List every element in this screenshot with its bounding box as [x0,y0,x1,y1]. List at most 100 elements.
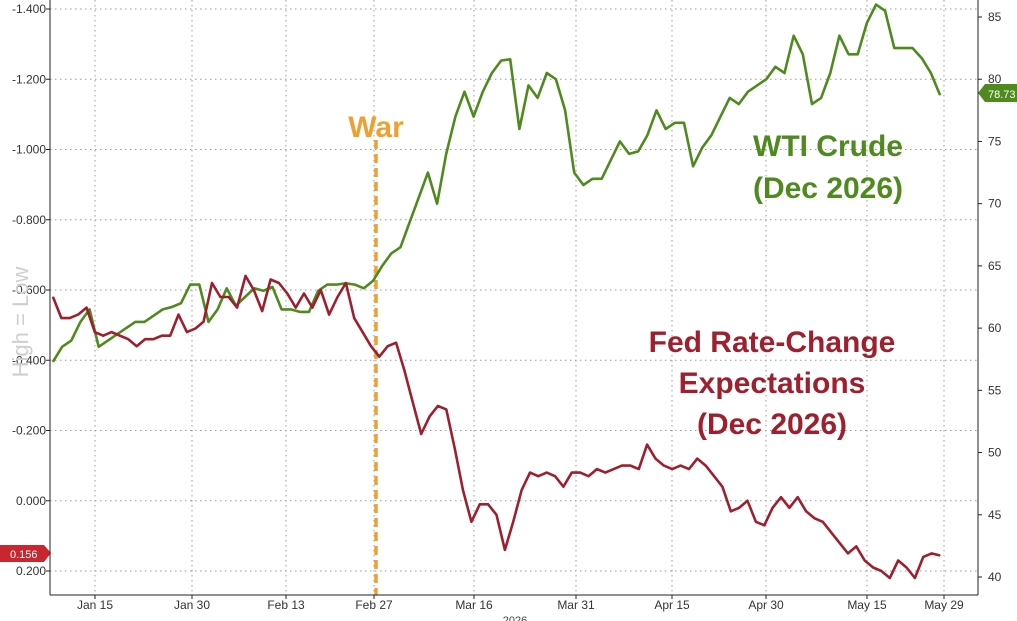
x-tick-label: Jan 30 [174,598,210,612]
fed-point [144,338,146,340]
wti-point [335,284,338,286]
wti-point [893,47,895,49]
fed-point [855,545,857,548]
wti-point [482,91,484,93]
war-event-marker: War [348,111,404,595]
fed-point [797,496,799,498]
fed-point [546,472,548,474]
fed-point [780,496,782,498]
wti-point [802,53,804,55]
wti-point [244,296,246,298]
fed-point [244,275,247,277]
wti-point [939,94,941,96]
wti-point [491,72,493,74]
fed-point [654,458,657,460]
fed-point [420,433,422,435]
wti-point [399,246,402,248]
fed-point [763,524,765,526]
fed-point [562,486,565,488]
fed-point [412,401,414,403]
fed-point [939,554,941,557]
fed-point [696,458,698,460]
wti-point [619,140,621,142]
x-tick-label: Mar 31 [557,598,595,612]
fed-point [880,570,883,572]
fed-point [395,342,397,344]
fed-point [571,472,573,474]
wti-point [308,311,310,313]
wti-point [463,91,466,93]
fed-point [872,566,874,569]
left-tick-label: 0.000 [16,494,46,508]
fed-point [788,507,791,509]
left-tick-label: -1.400 [12,2,46,16]
wti-point [710,134,713,136]
fed-point [336,296,339,298]
wti-point [52,361,54,363]
fed-point [688,468,690,470]
left-axis-label: High = Low [8,267,33,378]
wti-point [89,308,91,310]
x-tick-label: Mar 16 [455,598,493,612]
fed-point [69,317,71,319]
wti-point [912,47,914,49]
wti-point [692,165,694,167]
wti-point [162,308,164,310]
fed-point [889,577,891,579]
right-tick-label: 50 [988,446,1002,460]
fed-point [52,296,54,298]
wti-point [445,153,447,155]
fed-point [470,521,472,523]
wti-point [454,116,456,118]
wti-point [829,72,831,74]
fed-point [621,465,623,467]
wti-point [930,72,932,74]
x-tick-label: Feb 27 [355,598,393,612]
wti-last-value-badge: 78.73 [978,84,1017,102]
fed-point [613,468,615,470]
fed-point [738,507,740,509]
fed-point [370,345,372,347]
fed-point [587,475,590,477]
fed-point [77,314,79,316]
wti-point [518,128,521,130]
fed-point [721,486,724,488]
fed-point [646,444,648,446]
fed-point [529,472,531,474]
fed-point [328,314,330,316]
fed-point [705,465,707,467]
wti-point [811,103,813,105]
fed-label-line-2: Expectations [679,367,866,400]
wti-point [281,308,283,310]
fed-point [311,307,313,309]
wti-point [153,315,155,317]
wti-point [527,84,530,86]
war-event-label: War [348,111,404,144]
wti-point [646,134,649,136]
fed-point [922,556,924,558]
wti-last-value-text: 78.73 [988,89,1016,101]
wti-point [79,321,81,323]
wti-point [262,290,264,292]
fed-point [362,331,364,333]
fed-point [211,282,213,284]
fed-point [161,335,163,337]
wti-point [171,306,173,308]
fed-label-line-3: (Dec 2026) [697,408,847,441]
wti-point [838,35,841,37]
fed-last-value-badge: 0.156 [0,545,51,562]
fed-point [805,510,807,512]
right-tick-label: 75 [988,134,1002,148]
fed-point [102,335,104,337]
right-axis-ticks: 85 80 75 70 65 60 55 50 45 40 [978,10,1002,584]
right-tick-label: 80 [988,72,1002,86]
fed-point [303,292,305,295]
fed-point [479,503,481,505]
wti-point [473,116,475,118]
fed-point [847,552,849,555]
wti-point [857,53,859,55]
fed-point [905,566,908,569]
fed-point [136,345,138,347]
wti-point [573,172,575,174]
